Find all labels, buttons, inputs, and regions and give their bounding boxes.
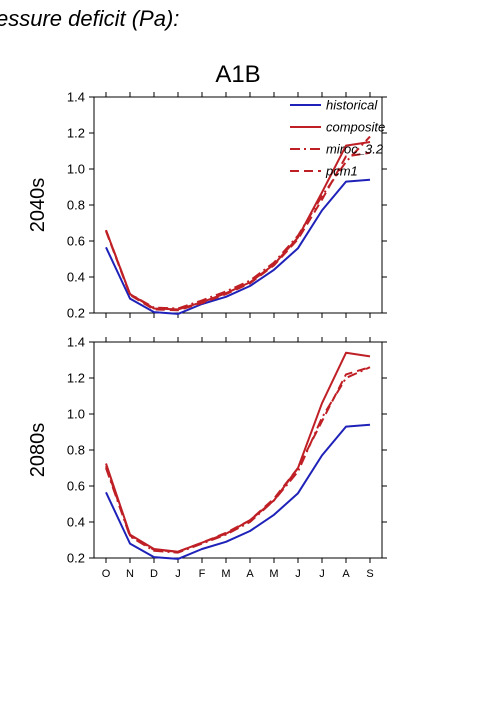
panels-group: 0.2 0.4 0.6 0.8 1.0 1.2 1.4 A1B 2040s historical c… bbox=[27, 61, 387, 580]
y-tick-label: 0.4 bbox=[67, 270, 85, 285]
y-tick-label: 0.8 bbox=[67, 198, 85, 213]
series-line-pcm1 bbox=[105, 366, 371, 553]
y-tick-label: 1.4 bbox=[67, 335, 85, 350]
page-heading: essure deficit (Pa): bbox=[0, 6, 179, 31]
x-tick-label: J bbox=[175, 568, 181, 580]
y-tick-label: 0.8 bbox=[67, 443, 85, 458]
y-tick-label: 0.2 bbox=[67, 551, 85, 566]
panel-2: 0.2 0.4 0.6 0.8 1.0 1.2 1.4 O N D J F M A M J J A S 2080s bbox=[27, 335, 387, 580]
series-line-miroc-3-2 bbox=[105, 366, 371, 554]
x-tick-label: M bbox=[269, 568, 278, 580]
y-tick-label: 1.2 bbox=[67, 126, 85, 141]
row-label: 2080s bbox=[27, 423, 49, 478]
x-tick-label: J bbox=[295, 568, 301, 580]
y-tick-label: 1.2 bbox=[67, 371, 85, 386]
series-line-historical bbox=[105, 423, 371, 560]
y-tick-label: 0.6 bbox=[67, 479, 85, 494]
x-tick-label: M bbox=[221, 568, 230, 580]
legend-label: miroc_3.2 bbox=[326, 142, 384, 157]
x-tick-label: A bbox=[246, 568, 254, 580]
legend-label: historical bbox=[326, 98, 378, 113]
y-tick-label: 1.0 bbox=[67, 162, 85, 177]
y-tick-label: 0.6 bbox=[67, 234, 85, 249]
series-line-pcm1 bbox=[105, 151, 371, 312]
series-line-composite bbox=[105, 351, 371, 553]
panel-title: A1B bbox=[215, 61, 260, 88]
series-line-miroc-3-2 bbox=[105, 135, 371, 310]
x-tick-label: S bbox=[366, 568, 373, 580]
legend: historical composite miroc_3.2 pcm1 bbox=[290, 98, 385, 179]
x-tick-label: O bbox=[102, 568, 111, 580]
panel-1: 0.2 0.4 0.6 0.8 1.0 1.2 1.4 A1B 2040s historical c… bbox=[27, 61, 387, 321]
legend-label: composite bbox=[326, 120, 385, 135]
y-tick-label: 1.4 bbox=[67, 90, 85, 105]
x-tick-label: N bbox=[126, 568, 134, 580]
row-label: 2040s bbox=[27, 178, 49, 233]
y-tick-label: 0.2 bbox=[67, 306, 85, 321]
x-tick-label: F bbox=[199, 568, 206, 580]
series-line-historical bbox=[105, 178, 371, 315]
legend-label: pcm1 bbox=[325, 164, 358, 179]
y-tick-label: 0.4 bbox=[67, 515, 85, 530]
y-tick-label: 1.0 bbox=[67, 407, 85, 422]
x-tick-label: A bbox=[342, 568, 350, 580]
x-tick-label: D bbox=[150, 568, 158, 580]
x-tick-label: J bbox=[319, 568, 325, 580]
